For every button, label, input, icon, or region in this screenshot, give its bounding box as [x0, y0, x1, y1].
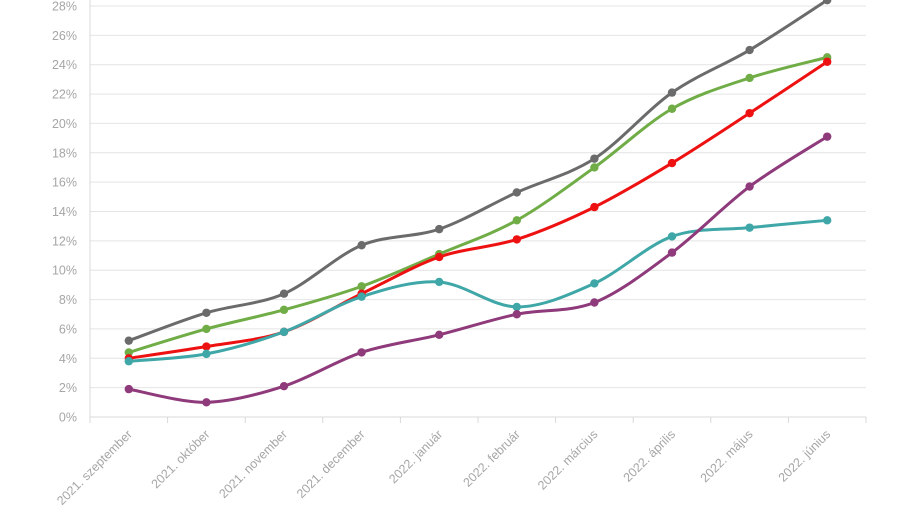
data-point — [435, 277, 444, 287]
data-point — [357, 241, 366, 250]
data-point — [745, 182, 754, 191]
x-tick-label: 2022. január — [386, 427, 445, 486]
x-tick-label: 2021. szeptember — [54, 427, 135, 505]
x-axis-ticks: 2021. szeptember 2021. október 2021. novem… — [54, 427, 833, 505]
data-point — [202, 342, 211, 351]
data-point — [512, 302, 521, 312]
data-point — [357, 282, 366, 291]
x-tick-label: 2022. május — [698, 427, 756, 485]
y-tick-label: 20% — [52, 117, 77, 131]
data-point — [202, 349, 211, 359]
data-point — [590, 154, 599, 163]
series-points — [124, 0, 832, 407]
data-point — [667, 88, 677, 97]
gridlines — [90, 5, 866, 389]
y-tick-label: 6% — [59, 322, 77, 336]
data-point — [512, 216, 521, 225]
x-tick-label: 2022. június — [776, 427, 834, 485]
data-point — [435, 252, 444, 262]
data-point — [279, 381, 289, 391]
data-point — [512, 235, 521, 244]
y-tick-label: 24% — [52, 58, 77, 72]
series-lines — [127, 0, 829, 404]
x-tick-label: 2022. február — [460, 427, 522, 489]
data-point — [667, 158, 677, 168]
y-tick-label: 10% — [52, 264, 77, 278]
data-point — [745, 108, 754, 118]
data-point — [357, 292, 366, 301]
data-point — [512, 310, 521, 319]
data-point — [745, 45, 754, 55]
data-point — [823, 57, 832, 66]
data-point — [124, 357, 133, 366]
data-point — [823, 0, 832, 5]
data-point — [590, 298, 599, 307]
data-point — [124, 336, 133, 345]
y-tick-label: 14% — [52, 205, 77, 219]
data-point — [823, 216, 832, 225]
data-point — [512, 188, 521, 197]
data-point — [279, 289, 289, 298]
series-line-4 — [127, 218, 829, 363]
data-point — [745, 73, 754, 83]
data-point — [745, 223, 754, 232]
series-line-5 — [127, 135, 829, 404]
y-tick-label: 28% — [52, 0, 77, 14]
x-tick-label: 2021. október — [149, 427, 213, 491]
x-tick-label: 2021. december — [294, 427, 368, 501]
x-tick-label: 2021. november — [216, 427, 290, 501]
series-line-1 — [127, 0, 829, 343]
data-point — [667, 104, 677, 113]
data-point — [435, 224, 444, 234]
y-tick-label: 26% — [52, 29, 77, 43]
data-point — [823, 132, 832, 141]
y-tick-label: 18% — [52, 146, 77, 160]
data-point — [279, 305, 289, 315]
y-tick-label: 8% — [59, 293, 77, 307]
data-point — [279, 327, 289, 337]
data-point — [202, 398, 211, 407]
series-line-2 — [127, 55, 829, 354]
data-point — [202, 324, 211, 334]
data-point — [435, 330, 444, 339]
y-tick-label: 12% — [52, 234, 77, 248]
y-tick-label: 4% — [59, 352, 77, 366]
y-tick-label: 16% — [52, 176, 77, 190]
y-tick-label: 2% — [59, 381, 77, 395]
data-point — [590, 163, 599, 172]
data-point — [667, 232, 677, 241]
data-point — [667, 248, 677, 257]
data-point — [590, 279, 599, 288]
x-tick-label: 2022. április — [621, 427, 679, 485]
data-point — [124, 348, 133, 357]
series-line-3 — [127, 60, 829, 360]
y-axis-ticks: 0% 2% 4% 6% 8% 10% 12% 14% 16% 18% 20% 22% 24% 26% 28% — [52, 0, 77, 425]
data-point — [357, 348, 366, 357]
data-point — [202, 308, 211, 317]
x-tick-label: 2022. március — [535, 427, 600, 492]
y-tick-label: 0% — [59, 411, 77, 425]
y-tick-label: 22% — [52, 88, 77, 102]
data-point — [124, 384, 133, 394]
data-point — [590, 202, 599, 212]
axes — [89, 0, 867, 423]
